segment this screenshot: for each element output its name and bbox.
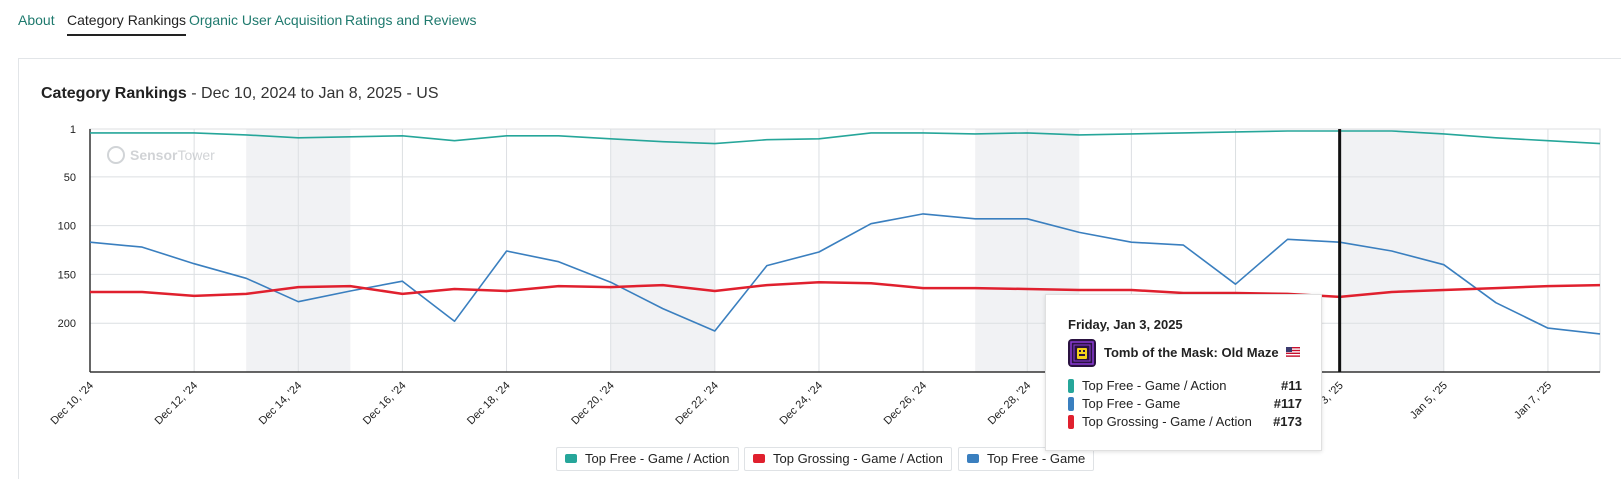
app-name: Tomb of the Mask: Old Maze	[1104, 345, 1279, 360]
sensortower-watermark: SensorTower	[107, 146, 215, 164]
x-tick-label: Dec 26, '24	[882, 380, 930, 428]
chart-title-range: - Dec 10, 2024 to Jan 8, 2025 - US	[186, 85, 439, 102]
x-tick-label: Jan 7, '25	[1512, 380, 1554, 422]
tooltip-date: Friday, Jan 3, 2025	[1068, 317, 1183, 332]
tooltip-app: Tomb of the Mask: Old Maze	[1068, 339, 1308, 367]
x-tick-label: Dec 14, '24	[257, 380, 305, 428]
maze-mask-icon	[1070, 341, 1094, 365]
legend-swatch	[753, 454, 765, 463]
x-tick-label: Dec 20, '24	[569, 380, 617, 428]
chart-title-main: Category Rankings	[41, 85, 187, 102]
legend-item-top-free-game[interactable]: Top Free - Game	[958, 447, 1095, 471]
legend-swatch	[967, 454, 979, 463]
x-tick-label: Dec 10, '24	[49, 380, 97, 428]
tab-organic-user-acquisition[interactable]: Organic User Acquisition	[189, 12, 343, 28]
legend-swatch	[565, 454, 577, 463]
tooltip-row-label: Top Grossing - Game / Action	[1082, 414, 1252, 429]
legend-label: Top Grossing - Game / Action	[773, 451, 943, 466]
tooltip-row-label: Top Free - Game	[1082, 396, 1181, 411]
legend-item-top-free-action[interactable]: Top Free - Game / Action	[556, 447, 739, 471]
watermark-text: SensorTower	[130, 147, 215, 163]
tab-ratings-and-reviews[interactable]: Ratings and Reviews	[345, 12, 477, 28]
y-tick-label: 50	[64, 172, 76, 184]
legend-label: Top Free - Game / Action	[585, 451, 730, 466]
tooltip-row-top-free-action: Top Free - Game / Action #11	[1068, 378, 1302, 394]
tab-category-rankings[interactable]: Category Rankings	[67, 12, 187, 36]
tooltip-row-color	[1068, 397, 1074, 411]
tab-bar: About Category Rankings Organic User Acq…	[0, 0, 1621, 44]
tooltip-row-top-grossing-action: Top Grossing - Game / Action #173	[1068, 414, 1302, 430]
y-tick-label: 150	[58, 269, 76, 281]
x-tick-label: Dec 16, '24	[361, 380, 409, 428]
weekend-band	[610, 129, 715, 372]
tooltip-row-label: Top Free - Game / Action	[1082, 378, 1227, 393]
series-line-top-free-game-action	[90, 130, 1601, 145]
tooltip-row-value: #173	[1273, 414, 1302, 429]
series-line-top-grossing-game-action	[90, 280, 1601, 299]
legend-item-top-grossing-action[interactable]: Top Grossing - Game / Action	[744, 447, 952, 471]
chart-panel: Category Rankings - Dec 10, 2024 to Jan …	[18, 58, 1621, 479]
x-tick-label: Dec 28, '24	[986, 380, 1034, 428]
chart-tooltip: Friday, Jan 3, 2025 Tomb of the Mask: Ol…	[1045, 294, 1322, 451]
series-line-top-free-game	[89, 213, 1601, 335]
y-tick-label: 100	[58, 221, 76, 233]
x-tick-label: Jan 5, '25	[1408, 380, 1450, 422]
chart-title: Category Rankings - Dec 10, 2024 to Jan …	[41, 85, 439, 103]
x-tick-label: Dec 22, '24	[673, 380, 721, 428]
y-tick-label: 1	[70, 124, 76, 136]
tooltip-row-color	[1068, 379, 1074, 393]
app-icon	[1068, 339, 1096, 367]
us-flag-icon	[1286, 347, 1300, 357]
x-tick-label: Dec 18, '24	[465, 380, 513, 428]
x-tick-label: Dec 12, '24	[153, 380, 201, 428]
x-tick-label: Dec 24, '24	[777, 380, 825, 428]
tab-about[interactable]: About	[18, 12, 55, 28]
tooltip-row-color	[1068, 415, 1074, 429]
tooltip-row-value: #117	[1273, 396, 1302, 411]
legend-label: Top Free - Game	[987, 451, 1086, 466]
y-tick-label: 200	[58, 318, 76, 330]
tooltip-row-top-free-game: Top Free - Game #117	[1068, 396, 1302, 412]
tooltip-row-value: #11	[1281, 378, 1302, 393]
sensortower-logo-icon	[107, 146, 125, 164]
